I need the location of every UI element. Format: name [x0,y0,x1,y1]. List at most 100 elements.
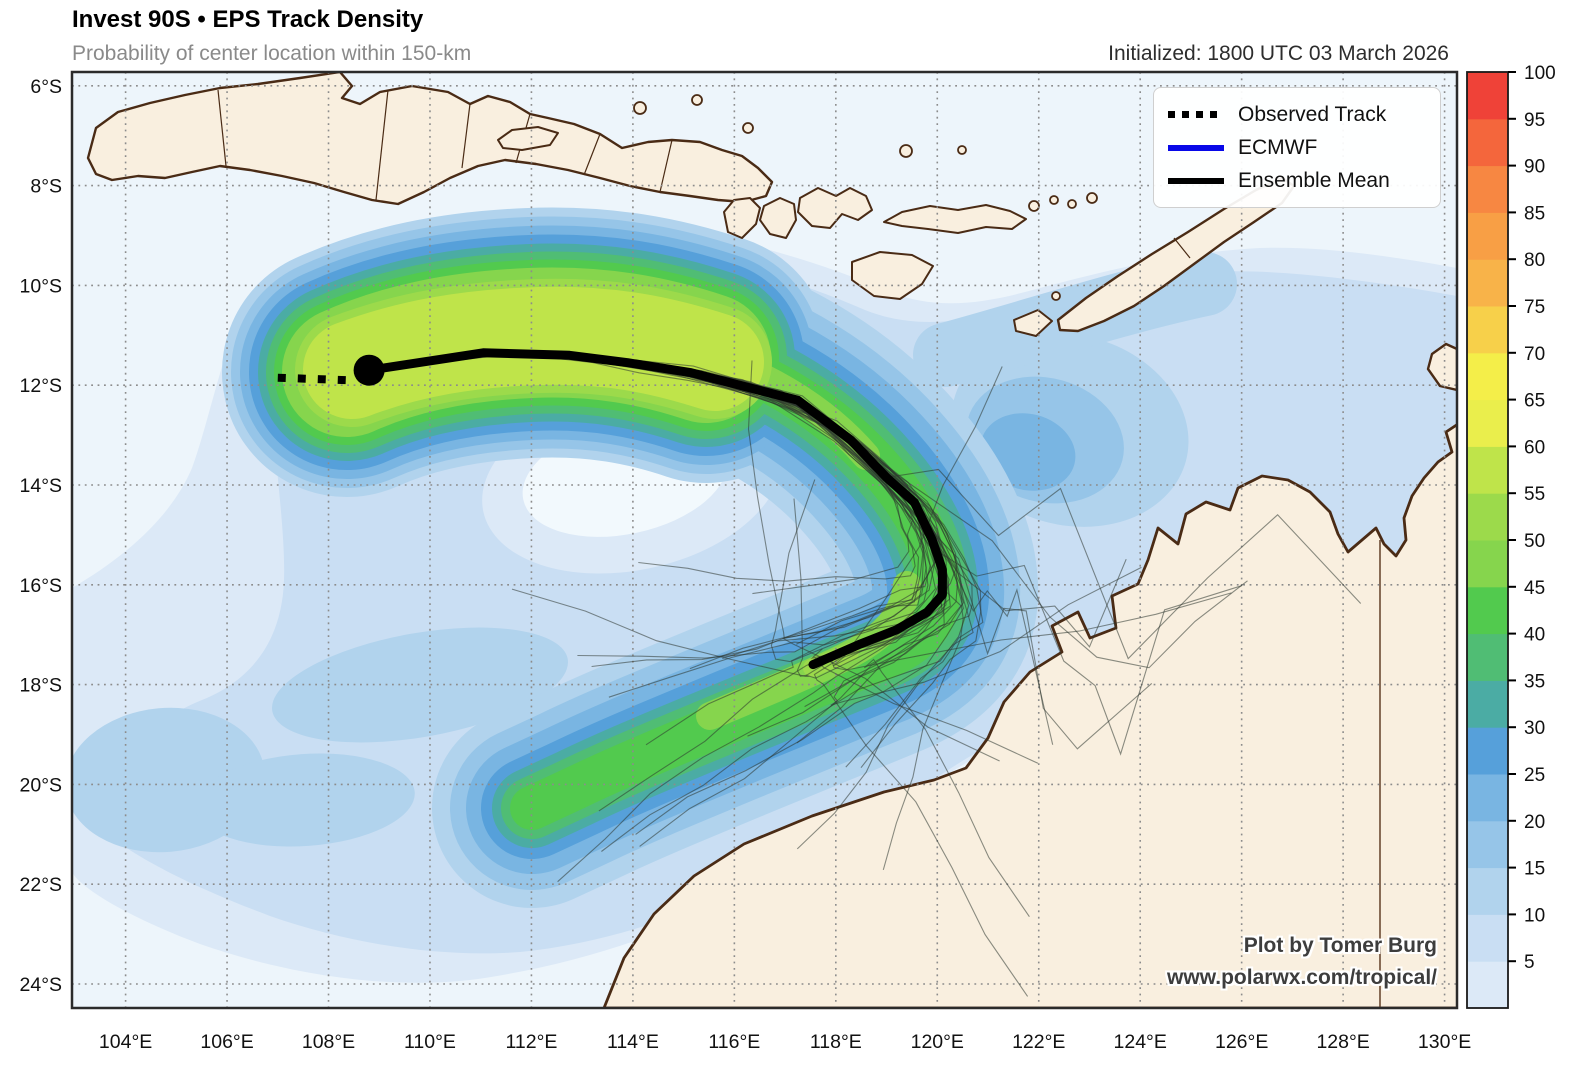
y-tick-label: 8°S [30,176,62,198]
island-rote [1013,309,1053,337]
colorbar-segment [1467,212,1508,260]
colorbar-tick-label: 50 [1524,531,1545,552]
land-layer [86,72,1457,1008]
province-border [461,103,471,169]
islet [1028,200,1040,212]
ecmwf-line-swatch-icon [1168,144,1224,151]
colorbar-tick-label: 75 [1524,297,1545,318]
islet [1086,192,1098,204]
colorbar-segment [1467,961,1508,1009]
province-border [659,139,673,193]
colorbar-tick-label: 80 [1524,250,1545,271]
x-tick-label: 116°E [708,1031,760,1053]
density-patch [272,627,568,743]
y-tick-label: 12°S [20,375,63,397]
islet [1049,195,1059,205]
x-tick-label: 124°E [1114,1031,1167,1053]
tracks-layer [277,348,1362,997]
islet [691,94,703,106]
x-tick-label: 122°E [1012,1031,1065,1053]
legend-row-ecmwf: ECMWF [1168,136,1426,160]
x-tick-label: 112°E [505,1031,557,1053]
y-tick-label: 20°S [20,774,63,796]
colorbar-tick-label: 60 [1524,437,1545,458]
island-bali [723,197,761,239]
colorbar-tick-label: 10 [1524,905,1545,926]
islet [899,144,913,158]
x-tick-label: 130°E [1418,1031,1471,1053]
province-border [375,89,389,201]
colorbar-tick-label: 85 [1524,203,1545,224]
timor-border [1173,237,1191,259]
colorbar-segment [1467,586,1508,635]
colorbar-segment [1467,352,1508,401]
legend-row-ensemble-mean: Ensemble Mean [1168,169,1426,193]
colorbar-segment [1467,446,1508,494]
province-border [217,89,227,167]
colorbar-tick-label: 25 [1524,765,1545,786]
island-flores [883,204,1027,234]
y-tick-label: 16°S [20,575,63,597]
colorbar-tick-label: 55 [1524,484,1545,505]
colorbar-segment [1467,774,1508,822]
island-sumbawa [797,187,873,229]
initialization-timestamp: Initialized: 1800 UTC 03 March 2026 [1108,42,1449,65]
australia-coastline [602,422,1457,1008]
colorbar-tick-label: 35 [1524,671,1545,692]
x-tick-label: 118°E [810,1031,862,1053]
islet [957,145,967,155]
x-tick-label: 106°E [200,1031,253,1053]
colorbar-tick-label: 15 [1524,859,1545,880]
island-lombok [759,197,797,239]
colorbar-segment [1467,914,1508,962]
colorbar-tick-label: 65 [1524,391,1545,412]
legend-row-observed: Observed Track [1168,103,1426,127]
colorbar-segment [1467,399,1508,447]
x-tick-label: 120°E [911,1031,964,1053]
island-melville [1426,342,1457,392]
ensemble-member-track [369,355,964,871]
y-tick-label: 6°S [30,76,62,98]
x-tick-label: 110°E [404,1031,456,1053]
colorbar-tick-label: 30 [1524,718,1545,739]
x-tick-label: 114°E [607,1031,659,1053]
islet [1051,291,1061,301]
y-tick-label: 14°S [20,475,63,497]
colorbar-segment [1467,118,1508,167]
colorbar-segment [1467,540,1508,588]
attribution-author: Plot by Tomer Burg [1243,934,1437,957]
ensemble-mean-swatch-icon [1168,177,1224,184]
colorbar-segment [1467,867,1508,915]
colorbar-tick-label: 40 [1524,625,1545,646]
colorbar-tick-label: 90 [1524,157,1545,178]
page-subtitle: Probability of center location within 15… [72,42,472,65]
legend-label: ECMWF [1238,135,1318,159]
page-title: Invest 90S • EPS Track Density [72,6,424,33]
colorbar-tick-label: 45 [1524,578,1545,599]
colorbar-segment [1467,727,1508,775]
plot-frame [70,70,1459,1010]
density-layer [303,286,764,419]
colorbar-segment [1467,493,1508,541]
colorbar-segment [1467,306,1508,354]
colorbar-tick-label: 70 [1524,344,1545,365]
islet [1067,199,1077,209]
y-tick-label: 10°S [20,275,63,297]
x-tick-label: 104°E [99,1031,152,1053]
legend-label: Ensemble Mean [1238,168,1390,192]
x-tick-label: 128°E [1316,1031,1369,1053]
y-tick-label: 22°S [20,874,63,896]
colorbar: 5 10 15 20 25 30 35 40 45 50 55 60 65 70 75 80 85 90 95 100 [1466,63,1556,1009]
y-tick-label: 18°S [20,675,63,697]
density-patch [195,753,415,847]
colorbar-segment [1467,633,1508,681]
y-tick-label: 24°S [20,974,63,996]
colorbar-segment [1467,680,1508,728]
x-tick-label: 108°E [302,1031,355,1053]
attribution-url: www.polarwx.com/tropical/ [1167,966,1437,989]
island-java [86,72,774,206]
colorbar-segment [1467,820,1508,869]
legend-label: Observed Track [1238,102,1387,126]
